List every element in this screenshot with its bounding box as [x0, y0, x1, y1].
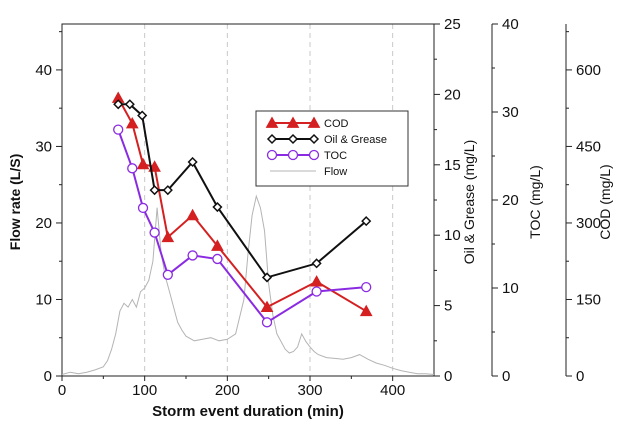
series-flow	[61, 194, 435, 375]
circle-marker	[361, 281, 372, 293]
diamond-marker	[287, 133, 299, 145]
x-tick-label: 200	[215, 382, 240, 399]
y-axis-title-cod: COD (mg/L)	[597, 164, 613, 239]
series-line	[61, 194, 435, 375]
triangle-marker	[125, 116, 139, 129]
y-tick-label: 600	[576, 62, 601, 79]
y-axis-og: 0 5 10 15 20 25 Oil & Grease (mg/L)	[434, 16, 477, 385]
y-axis-title-og: Oil & Grease (mg/L)	[461, 140, 477, 264]
series-line	[118, 103, 367, 279]
circle-marker	[266, 149, 278, 161]
y-axis-flow: 0 10 20 30 40 Flow rate (L/S)	[7, 31, 62, 385]
y-tick-label: 5	[444, 298, 452, 315]
legend-label: Oil & Grease	[324, 134, 387, 146]
x-tick-label: 0	[58, 382, 66, 399]
circle-marker	[287, 149, 299, 161]
grid	[144, 24, 394, 376]
diamond-marker	[113, 99, 124, 110]
diamond-marker	[311, 258, 322, 269]
series	[61, 91, 435, 375]
y-tick-label: 10	[444, 227, 461, 244]
circle-marker	[149, 227, 160, 238]
diamond-marker	[361, 216, 372, 227]
y-tick-label: 30	[35, 138, 52, 155]
triangle-marker	[307, 116, 321, 128]
legend-label: TOC	[324, 150, 347, 162]
legend-label: Flow	[324, 166, 347, 178]
circle-marker	[311, 286, 322, 297]
y-tick-label: 0	[576, 368, 584, 385]
x-tick-label: 300	[297, 382, 322, 399]
circle-marker	[137, 202, 149, 214]
circle-marker	[261, 317, 273, 328]
triangle-marker	[186, 208, 199, 221]
series-oil-grease	[113, 99, 372, 283]
triangle-marker	[136, 157, 150, 170]
y-tick-label: 300	[576, 215, 601, 232]
y-tick-label: 40	[35, 62, 52, 79]
circle-marker	[308, 149, 320, 161]
circle-marker	[187, 250, 198, 261]
y-tick-label: 0	[444, 368, 452, 385]
legend-item: TOC	[266, 149, 347, 162]
y-tick-label: 0	[44, 368, 52, 385]
legend-item: Oil & Grease	[266, 133, 387, 146]
y-tick-label: 150	[576, 291, 601, 308]
circle-marker	[113, 124, 124, 135]
circle-marker	[212, 253, 223, 265]
diamond-marker	[162, 185, 173, 196]
triangle-marker	[310, 275, 323, 287]
diamond-marker	[308, 133, 320, 145]
x-tick-label: 400	[380, 382, 405, 399]
diamond-marker	[261, 272, 273, 283]
diamond-marker	[149, 185, 160, 196]
y-tick-label: 10	[35, 291, 52, 308]
legend: COD Oil & Grease TOC Flow	[255, 110, 409, 187]
circle-marker	[127, 163, 138, 174]
y-tick-label: 10	[502, 280, 519, 297]
circle-marker	[162, 269, 173, 280]
legend-item: COD	[265, 116, 349, 130]
triangle-marker	[260, 300, 274, 313]
y-tick-label: 25	[444, 16, 461, 33]
y-tick-label: 15	[444, 157, 461, 174]
triangle-marker	[265, 116, 279, 128]
diamond-marker	[137, 110, 148, 121]
triangle-marker	[286, 116, 300, 128]
series-line	[117, 97, 367, 313]
diamond-marker	[124, 99, 135, 110]
triangle-marker	[211, 239, 224, 251]
x-tick-label: 100	[132, 382, 157, 399]
y-tick-label: 30	[502, 104, 519, 121]
y-tick-label: 20	[502, 192, 519, 209]
y-axis-toc: 0 10 20 30 40 TOC (mg/L)	[491, 16, 543, 385]
series-line	[117, 129, 367, 324]
triangle-marker	[359, 304, 373, 317]
diamond-marker	[187, 156, 198, 168]
triangle-marker	[161, 230, 175, 243]
y-tick-label: 450	[576, 138, 601, 155]
y-axis-title-toc: TOC (mg/L)	[527, 165, 543, 239]
series-cod	[111, 91, 373, 317]
series-toc	[113, 124, 372, 328]
y-axis-title-flow: Flow rate (L/S)	[7, 154, 23, 250]
y-tick-label: 0	[502, 368, 510, 385]
diamond-marker	[266, 133, 278, 145]
y-tick-label: 20	[35, 215, 52, 232]
diamond-marker	[212, 201, 223, 213]
legend-label: COD	[324, 118, 349, 130]
legend-item: Flow	[270, 166, 347, 178]
y-tick-label: 40	[502, 16, 519, 33]
x-axis-title: Storm event duration (min)	[152, 403, 344, 420]
y-tick-label: 20	[444, 86, 461, 103]
y-axis-cod: 0 150 300 450 600 COD (mg/L)	[565, 24, 613, 385]
